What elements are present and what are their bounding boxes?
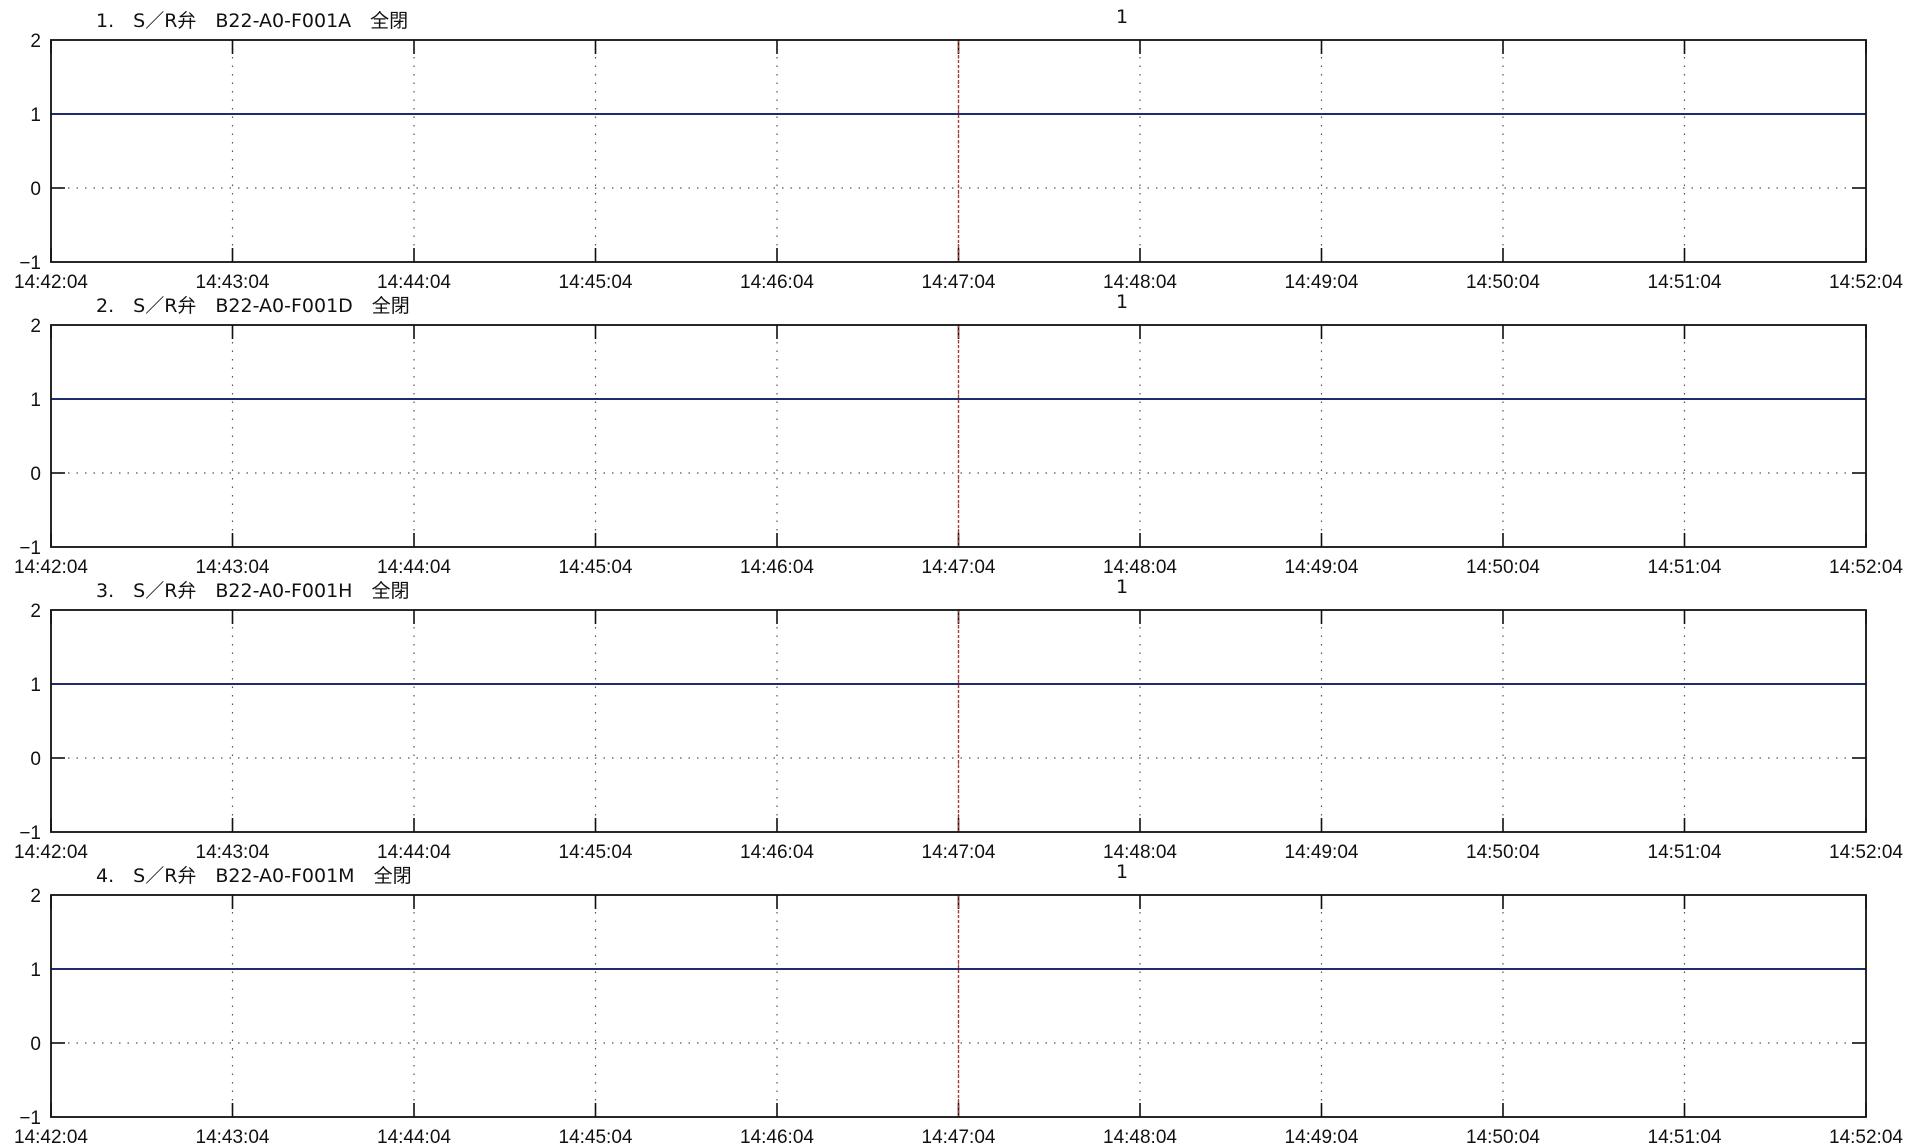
plot-frame <box>50 894 1867 1118</box>
chart-panel-4: 4. S／R弁 B22-A0-F001M 全閉 1 14:42:04 14:43:… <box>0 855 1908 1143</box>
y-tick-label: 2 <box>30 316 41 337</box>
x-tick-label: 14:43:04 <box>196 842 270 863</box>
x-tick-label: 14:45:04 <box>559 272 633 293</box>
y-tick-label: 0 <box>30 1034 41 1055</box>
x-tick-label: 14:42:04 <box>14 272 88 293</box>
x-tick-label: 14:49:04 <box>1285 1127 1359 1143</box>
x-tick-label: 14:43:04 <box>196 1127 270 1143</box>
chart-plot-2: 14:42:04 14:43:04 14:44:04 14:45:04 14:46:04… <box>14 316 1903 578</box>
chart-panel-1: 1. S／R弁 B22-A0-F001A 全閉 1 14:42:04 14:43:… <box>0 0 1908 293</box>
x-tick-label: 14:46:04 <box>740 1127 814 1143</box>
y-tick-label: 0 <box>30 179 41 200</box>
x-tick-label: 14:45:04 <box>559 842 633 863</box>
x-tick-label: 14:47:04 <box>922 842 996 863</box>
chart-plot-3: 14:42:04 14:43:04 14:44:04 14:45:04 14:46:04… <box>14 601 1903 863</box>
x-tick-label: 14:51:04 <box>1648 557 1722 578</box>
y-tick-label: 1 <box>30 390 41 411</box>
x-tick-label: 14:52:04 <box>1829 272 1903 293</box>
x-tick-label: 14:52:04 <box>1829 842 1903 863</box>
y-tick-label: 2 <box>30 886 41 907</box>
y-tick-label: 0 <box>30 464 41 485</box>
chart-plot-4: 14:42:04 14:43:04 14:44:04 14:45:04 14:46:04… <box>14 886 1903 1143</box>
x-tick-label: 14:46:04 <box>740 557 814 578</box>
x-tick-label: 14:49:04 <box>1285 842 1359 863</box>
cursor-marker-label: 1 <box>1116 6 1129 28</box>
x-tick-label: 14:45:04 <box>559 557 633 578</box>
x-tick-label: 14:44:04 <box>377 272 451 293</box>
x-tick-label: 14:51:04 <box>1648 1127 1722 1143</box>
chart-panel-3: 3. S／R弁 B22-A0-F001H 全閉 1 14:42:04 14:43:… <box>0 570 1908 863</box>
chart-title: 1. S／R弁 B22-A0-F001A 全閉 <box>96 10 409 32</box>
x-tick-label: 14:42:04 <box>14 557 88 578</box>
y-tick-label: −1 <box>19 823 41 844</box>
x-tick-label: 14:42:04 <box>14 1127 88 1143</box>
x-tick-label: 14:46:04 <box>740 272 814 293</box>
plot-frame <box>50 609 1867 833</box>
x-tick-label: 14:52:04 <box>1829 1127 1903 1143</box>
x-tick-label: 14:52:04 <box>1829 557 1903 578</box>
y-tick-label: 2 <box>30 31 41 52</box>
x-tick-label: 14:49:04 <box>1285 272 1359 293</box>
x-tick-label: 14:47:04 <box>922 557 996 578</box>
x-tick-label: 14:42:04 <box>14 842 88 863</box>
x-tick-label: 14:48:04 <box>1103 1127 1177 1143</box>
x-tick-label: 14:47:04 <box>922 272 996 293</box>
y-tick-label: 1 <box>30 105 41 126</box>
x-tick-label: 14:46:04 <box>740 842 814 863</box>
cursor-marker-label: 1 <box>1116 576 1129 598</box>
x-tick-label: 14:44:04 <box>377 557 451 578</box>
y-tick-label: 2 <box>30 601 41 622</box>
x-tick-label: 14:50:04 <box>1466 1127 1540 1143</box>
x-tick-label: 14:48:04 <box>1103 842 1177 863</box>
x-tick-label: 14:43:04 <box>196 557 270 578</box>
y-tick-label: −1 <box>19 538 41 559</box>
x-tick-label: 14:50:04 <box>1466 272 1540 293</box>
chart-title: 3. S／R弁 B22-A0-F001H 全閉 <box>96 580 410 602</box>
plot-frame <box>50 324 1867 548</box>
y-tick-label: −1 <box>19 1108 41 1129</box>
cursor-marker-label: 1 <box>1116 291 1129 313</box>
x-tick-label: 14:51:04 <box>1648 842 1722 863</box>
x-tick-label: 14:48:04 <box>1103 557 1177 578</box>
chart-title: 2. S／R弁 B22-A0-F001D 全閉 <box>96 295 410 317</box>
cursor-marker-label: 1 <box>1116 861 1129 883</box>
x-tick-label: 14:45:04 <box>559 1127 633 1143</box>
x-tick-label: 14:50:04 <box>1466 842 1540 863</box>
x-tick-label: 14:49:04 <box>1285 557 1359 578</box>
y-tick-label: 0 <box>30 749 41 770</box>
chart-plot-1: 14:42:04 14:43:04 14:44:04 14:45:04 14:46:04… <box>14 31 1903 293</box>
chart-title: 4. S／R弁 B22-A0-F001M 全閉 <box>96 865 412 887</box>
y-tick-label: −1 <box>19 253 41 274</box>
y-tick-label: 1 <box>30 675 41 696</box>
x-tick-label: 14:43:04 <box>196 272 270 293</box>
plot-frame <box>50 39 1867 263</box>
x-tick-label: 14:50:04 <box>1466 557 1540 578</box>
x-tick-label: 14:47:04 <box>922 1127 996 1143</box>
chart-panel-2: 2. S／R弁 B22-A0-F001D 全閉 1 14:42:04 14:43:… <box>0 285 1908 578</box>
x-tick-label: 14:51:04 <box>1648 272 1722 293</box>
x-tick-label: 14:44:04 <box>377 1127 451 1143</box>
x-tick-label: 14:44:04 <box>377 842 451 863</box>
x-tick-label: 14:48:04 <box>1103 272 1177 293</box>
y-tick-label: 1 <box>30 960 41 981</box>
